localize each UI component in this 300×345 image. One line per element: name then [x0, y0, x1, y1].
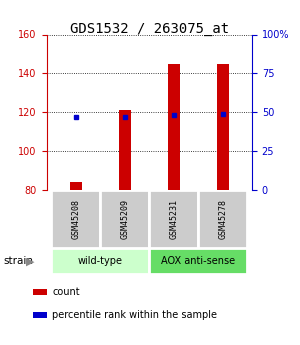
- Bar: [198, 190, 247, 248]
- Bar: [168, 63, 180, 190]
- Bar: [149, 248, 247, 274]
- Bar: [217, 63, 229, 190]
- Text: GSM45231: GSM45231: [169, 199, 178, 239]
- Bar: [149, 190, 198, 248]
- Bar: [100, 190, 149, 248]
- Bar: [70, 182, 82, 190]
- Text: GSM45208: GSM45208: [71, 199, 80, 239]
- Text: count: count: [52, 287, 80, 297]
- Bar: [51, 190, 100, 248]
- Text: strain: strain: [3, 256, 33, 266]
- Text: ▶: ▶: [26, 256, 34, 266]
- Bar: [33, 312, 47, 318]
- Text: GSM45278: GSM45278: [218, 199, 227, 239]
- Bar: [119, 110, 131, 190]
- Text: percentile rank within the sample: percentile rank within the sample: [52, 310, 218, 320]
- Text: GSM45209: GSM45209: [120, 199, 129, 239]
- Text: GDS1532 / 263075_at: GDS1532 / 263075_at: [70, 22, 230, 37]
- Text: wild-type: wild-type: [78, 256, 123, 266]
- Text: AOX anti-sense: AOX anti-sense: [161, 256, 235, 266]
- Bar: [33, 289, 47, 295]
- Bar: [51, 248, 149, 274]
